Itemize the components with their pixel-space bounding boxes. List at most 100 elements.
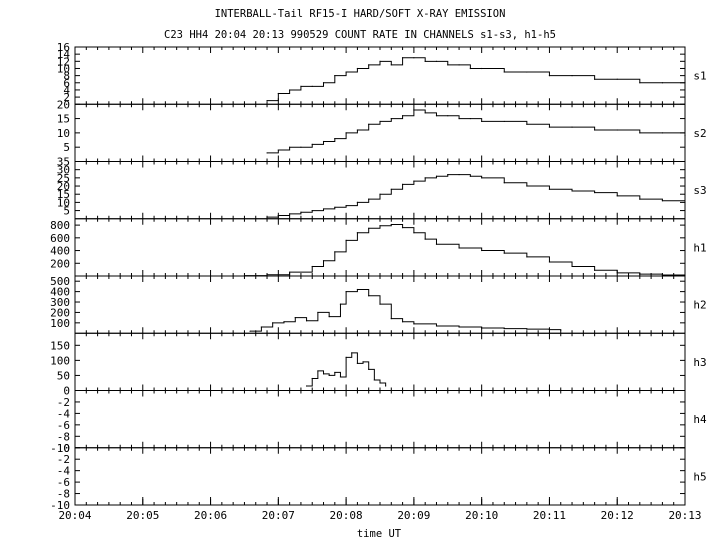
- data-point-s3: [401, 183, 404, 185]
- panel-frame-s2: [74, 103, 686, 162]
- series-line-s2: [267, 109, 686, 154]
- data-point-s1: [594, 78, 596, 80]
- ytick-label-h2: 400: [50, 286, 70, 299]
- data-point-s1: [458, 64, 460, 66]
- ytick-label-h4: -6: [57, 419, 70, 432]
- data-point-s2: [469, 117, 471, 120]
- ytick-label-h5: -4: [57, 465, 71, 478]
- panel-frame-h5: [74, 447, 686, 506]
- data-point-h1: [289, 271, 291, 273]
- data-point-s3: [548, 188, 551, 190]
- ytick-label-h3: 100: [50, 354, 70, 367]
- ytick-label-s3: 35: [57, 156, 70, 169]
- data-point-s3: [594, 191, 596, 194]
- ytick-label-h1: 400: [50, 245, 70, 258]
- data-point-h2: [368, 295, 370, 297]
- data-point-s1: [277, 92, 279, 95]
- data-point-s3: [571, 190, 573, 192]
- data-point-h1: [571, 265, 573, 268]
- data-point-h1: [458, 247, 460, 249]
- data-point-s3: [334, 206, 336, 208]
- data-point-s1: [334, 75, 336, 77]
- data-point-s3: [639, 198, 641, 200]
- data-point-s2: [266, 152, 268, 154]
- data-point-h1: [661, 274, 664, 276]
- data-point-s1: [356, 67, 359, 70]
- xtick-label: 20:13: [668, 509, 701, 522]
- ytick-label-s1: 6: [63, 77, 70, 90]
- ytick-label-h5: 0: [63, 442, 70, 455]
- data-point-s2: [300, 146, 302, 148]
- ytick-label-s3: 15: [57, 188, 70, 201]
- data-point-s2: [639, 132, 641, 134]
- data-point-h2: [249, 330, 251, 332]
- ytick-label-h1: 200: [50, 257, 70, 270]
- data-point-h2: [345, 291, 347, 293]
- data-point-s1: [379, 60, 381, 62]
- ytick-label-h4: -8: [57, 430, 70, 443]
- ytick-label-s2: 10: [57, 127, 70, 140]
- data-point-h3: [311, 377, 313, 380]
- data-point-s2: [447, 115, 449, 117]
- data-point-s3: [424, 177, 426, 179]
- data-point-s1: [616, 78, 618, 80]
- ytick-label-s1: 2: [63, 91, 70, 104]
- data-point-s2: [435, 115, 438, 117]
- data-point-s1: [390, 64, 392, 66]
- data-point-s2: [548, 126, 551, 128]
- data-point-h1: [379, 225, 381, 227]
- data-point-h2: [401, 321, 404, 323]
- data-point-h3: [322, 373, 325, 375]
- data-point-h2: [356, 288, 359, 291]
- data-point-s1: [503, 71, 505, 73]
- data-point-h3: [351, 352, 353, 354]
- data-point-h3: [317, 370, 319, 372]
- data-point-h2: [272, 322, 274, 324]
- panel-label-s1: s1: [693, 70, 706, 83]
- xtick-label: 20:11: [533, 509, 566, 522]
- ytick-label-h4: -4: [57, 407, 71, 420]
- panel-label-h5: h5: [693, 470, 706, 483]
- data-point-s2: [594, 129, 596, 131]
- ytick-label-h5: -8: [57, 488, 70, 501]
- xtick-label: 20:05: [126, 509, 159, 522]
- data-point-h3: [385, 385, 387, 387]
- data-point-h1: [401, 227, 404, 229]
- data-point-s3: [684, 201, 686, 203]
- data-point-s2: [616, 129, 618, 131]
- data-point-s2: [356, 129, 359, 131]
- chart-subtitle: C23 HH4 20:04 20:13 990529 COUNT RATE IN…: [164, 29, 556, 41]
- data-point-h2: [435, 325, 438, 327]
- data-point-h2: [339, 303, 342, 305]
- data-point-h1: [334, 251, 336, 253]
- data-point-s1: [300, 85, 302, 87]
- panel-label-h4: h4: [693, 413, 707, 426]
- data-point-h3: [373, 379, 375, 381]
- ytick-label-s1: 4: [63, 84, 70, 97]
- data-point-s3: [526, 185, 528, 187]
- data-point-s3: [266, 216, 268, 218]
- xtick-label: 20:04: [58, 509, 91, 522]
- ytick-label-s1: 8: [63, 70, 70, 83]
- data-point-s2: [481, 120, 483, 123]
- data-point-h3: [379, 382, 381, 384]
- data-point-s1: [571, 75, 573, 77]
- ytick-label-s1: 12: [57, 55, 70, 68]
- data-point-s2: [390, 117, 392, 120]
- panel-label-s3: s3: [693, 184, 706, 197]
- data-point-h2: [503, 327, 505, 330]
- series-line-h2: [250, 289, 562, 332]
- ytick-label-h5: -2: [57, 453, 70, 466]
- data-point-s1: [424, 60, 426, 62]
- panel-label-s2: s2: [693, 127, 706, 140]
- data-point-s3: [390, 188, 392, 190]
- data-point-h1: [435, 243, 438, 245]
- data-point-h3: [345, 356, 347, 358]
- data-point-s1: [368, 64, 370, 66]
- data-point-s3: [300, 211, 302, 213]
- data-point-s3: [277, 214, 279, 217]
- data-point-h1: [526, 256, 528, 258]
- data-point-h3: [339, 376, 342, 378]
- data-point-s3: [322, 208, 325, 210]
